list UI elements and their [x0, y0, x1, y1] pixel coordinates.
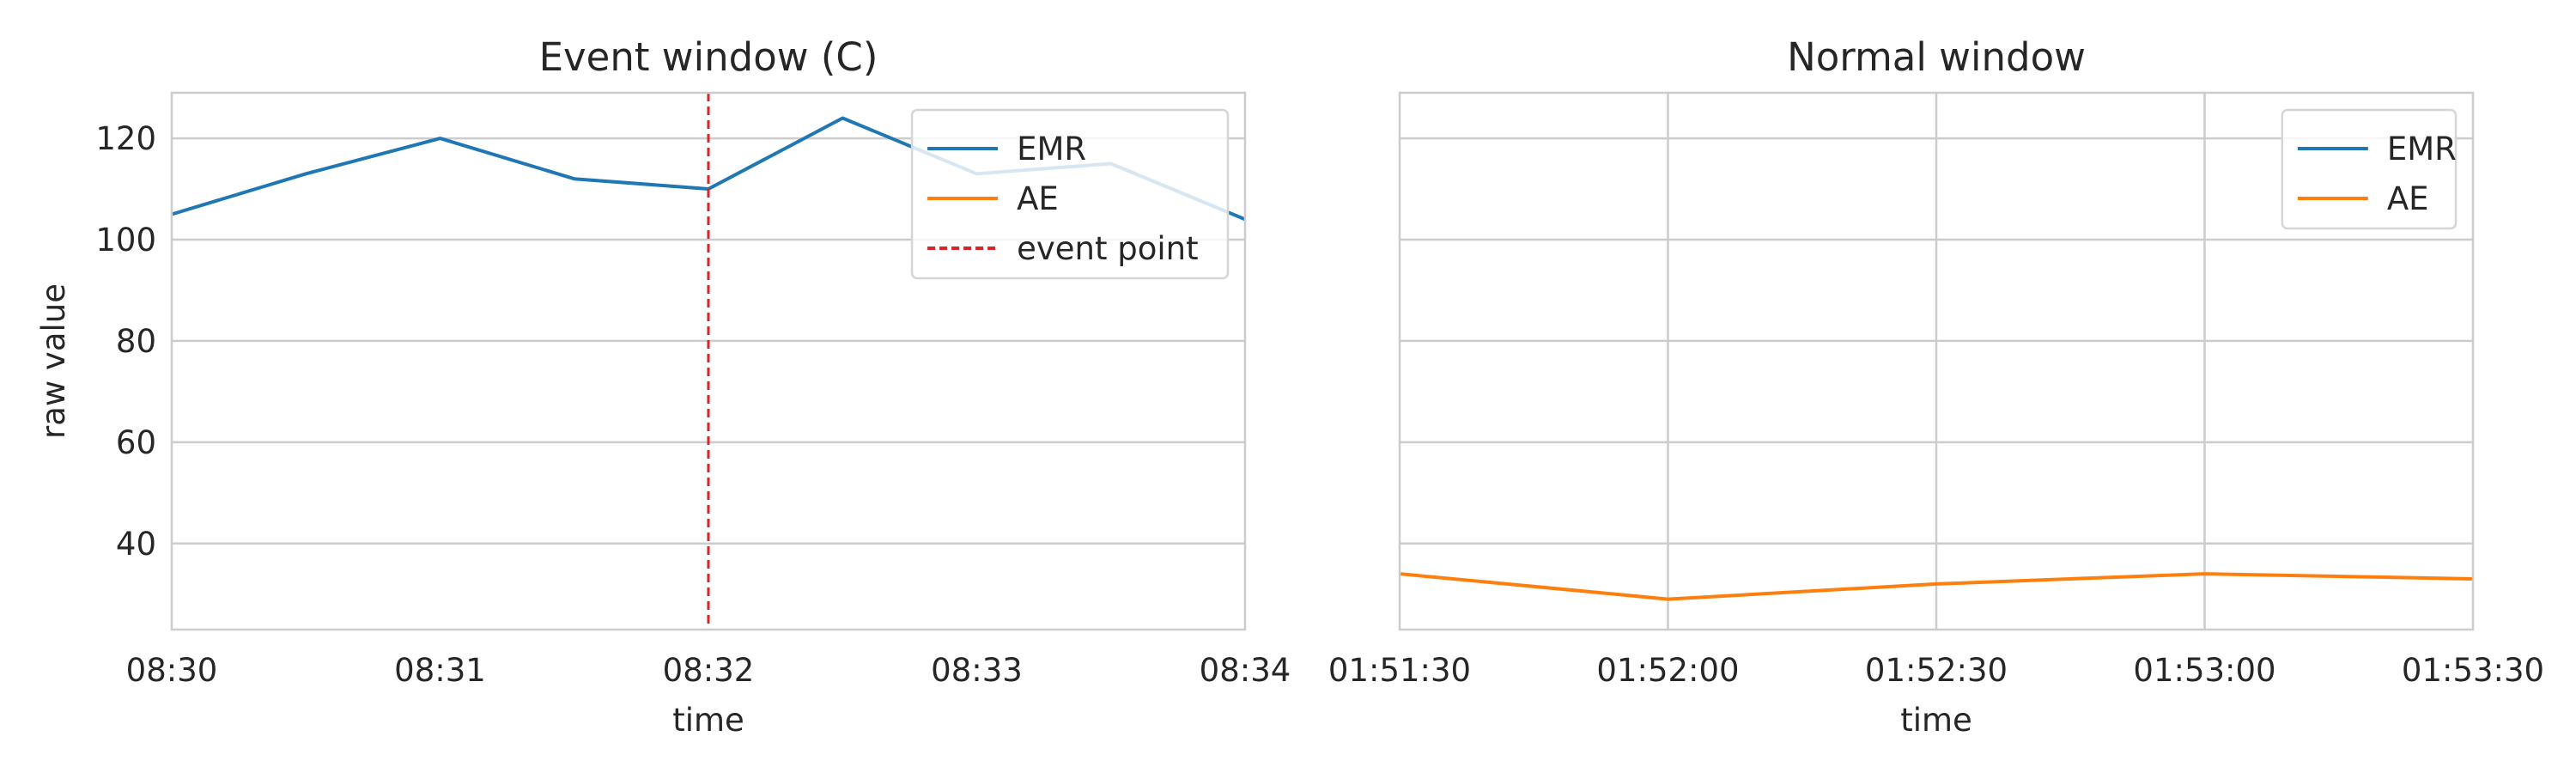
normal-window-legend-label-ae: AE: [2387, 180, 2429, 217]
event-window-x-axis-label: time: [672, 702, 744, 739]
normal-window-x-tick-label: 01:53:00: [2133, 652, 2275, 689]
event-window-panel: 08:30 08:31 08:32 08:33 08:34 40 60 80 100 120 E…: [35, 34, 1291, 739]
event-window-x-tick-label: 08:32: [663, 652, 755, 689]
event-window-legend-label-emr: EMR: [1017, 131, 1086, 167]
event-window-x-tick-label: 08:30: [126, 652, 218, 689]
normal-window-series: [1399, 572, 2474, 601]
event-window-legend: EMR AE event point: [910, 108, 1230, 280]
event-window-y-axis-label: raw value: [35, 283, 72, 439]
event-window-x-tick-label: 08:34: [1200, 652, 1291, 689]
normal-window-title: Normal window: [1787, 34, 2086, 80]
event-window-y-tick-label: 80: [116, 323, 156, 360]
normal-window-legend: EMR AE: [2281, 108, 2458, 230]
event-window-y-tick-label: 60: [116, 424, 156, 461]
normal-window-x-tick-label: 01:52:30: [1865, 652, 2008, 689]
normal-window-x-tick-label: 01:53:30: [2402, 652, 2544, 689]
normal-window-legend-box: [2281, 108, 2458, 230]
event-window-legend-label-event-point: event point: [1017, 230, 1199, 267]
normal-window-x-tick-label: 01:51:30: [1328, 652, 1471, 689]
event-window-legend-box: [910, 108, 1230, 280]
event-window-y-tick-label: 100: [95, 222, 156, 259]
event-window-y-tick-label: 40: [116, 526, 156, 563]
event-window-legend-label-ae: AE: [1017, 180, 1059, 217]
normal-window-legend-label-emr: EMR: [2387, 131, 2457, 167]
normal-window-ae-line: [1399, 572, 2474, 601]
event-window-y-ticks: 40 60 80 100 120: [95, 120, 156, 563]
normal-window-x-tick-label: 01:52:00: [1596, 652, 1739, 689]
normal-window-frame: [1398, 91, 2475, 631]
event-window-frame: [170, 91, 1247, 631]
event-window-x-tick-label: 08:31: [394, 652, 486, 689]
normal-window-x-ticks: 01:51:30 01:52:00 01:52:30 01:53:00 01:53:30: [1328, 652, 2544, 689]
event-window-y-tick-label: 120: [95, 120, 156, 157]
event-window-title: Event window (C): [539, 34, 878, 80]
event-window-x-tick-label: 08:33: [931, 652, 1023, 689]
event-window-x-ticks: 08:30 08:31 08:32 08:33 08:34: [126, 652, 1291, 689]
normal-window-x-axis-label: time: [1900, 702, 1972, 739]
normal-window-panel: 01:51:30 01:52:00 01:52:30 01:53:00 01:53:30…: [1328, 34, 2544, 739]
